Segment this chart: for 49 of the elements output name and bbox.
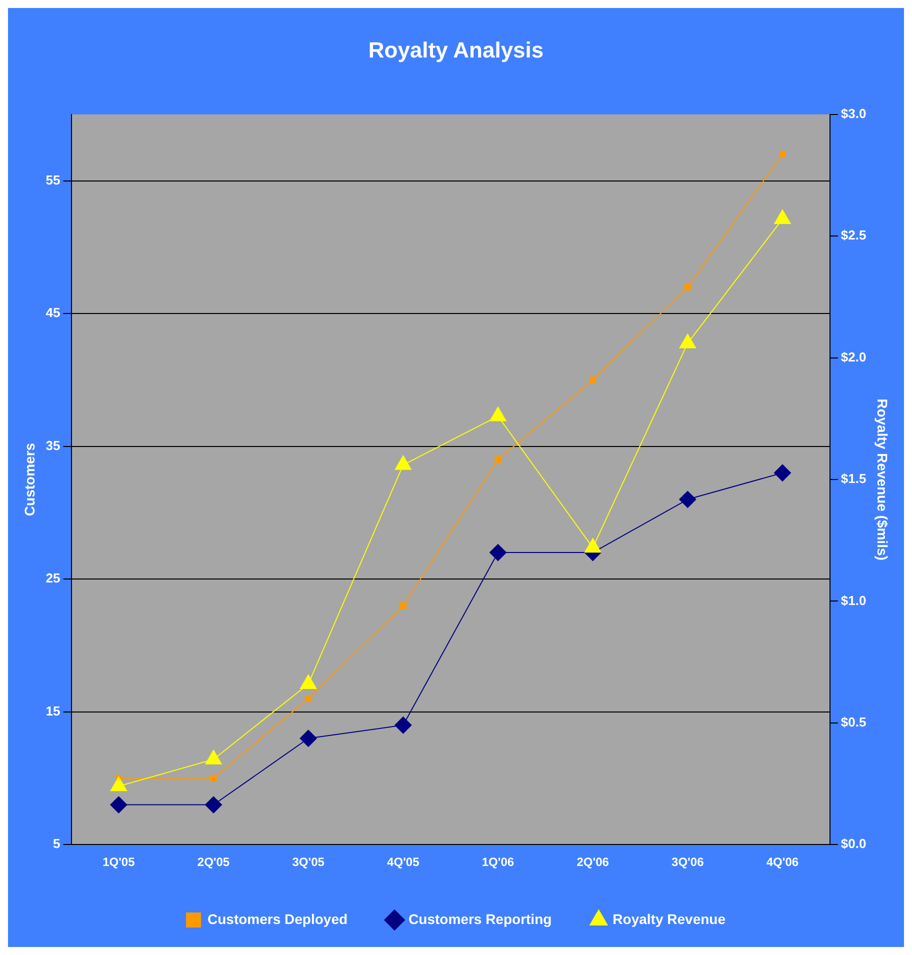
- y2-tick-label: $1.5: [840, 471, 866, 486]
- x-tick-label: 4Q'05: [387, 855, 420, 870]
- x-tick-label: 4Q'06: [766, 855, 799, 870]
- y-tick-label: 35: [46, 438, 60, 453]
- point: [305, 695, 312, 702]
- legend-label: Customers Deployed: [208, 910, 348, 927]
- point: [679, 334, 696, 348]
- y2-tick-label: $2.5: [840, 228, 866, 243]
- point: [394, 455, 412, 470]
- y2-axis-title: Royalty Revenue ($mils): [874, 398, 891, 560]
- x-tick-label: 1Q'05: [102, 855, 136, 870]
- chart-title: Royalty Analysis: [368, 37, 544, 62]
- y2-tick-label: $3.0: [840, 106, 866, 121]
- point: [205, 796, 222, 814]
- y-tick-label: 5: [53, 836, 60, 852]
- legend-label: Customers Reporting: [408, 910, 552, 927]
- point: [774, 210, 791, 224]
- x-tick-label: 1Q'06: [482, 855, 514, 870]
- point: [679, 490, 696, 508]
- point: [205, 750, 222, 764]
- point: [394, 716, 412, 734]
- y-tick-label: 15: [46, 703, 60, 718]
- x-tick-label: 3Q'06: [672, 855, 704, 870]
- point: [494, 456, 502, 463]
- x-tick-label: 3Q'05: [292, 855, 325, 870]
- x-tick-label: 2Q'05: [197, 855, 230, 870]
- point: [774, 464, 791, 482]
- point: [110, 776, 127, 792]
- point: [300, 674, 317, 689]
- point: [779, 150, 786, 158]
- y2-tick-label: $1.0: [840, 592, 866, 608]
- point: [584, 538, 602, 553]
- point: [210, 774, 217, 782]
- point: [589, 376, 596, 384]
- point: [300, 730, 317, 747]
- y2-tick-label: $2.0: [840, 349, 866, 364]
- point: [684, 284, 691, 290]
- point: [400, 602, 406, 609]
- y-axis-title: Customers: [21, 442, 38, 516]
- x-tick-label: 2Q'06: [576, 855, 610, 870]
- point: [110, 796, 128, 814]
- legend-label: Royalty Revenue: [612, 910, 726, 927]
- y-tick-label: 45: [46, 305, 60, 320]
- y-tick-label: 25: [46, 570, 60, 586]
- point: [490, 406, 506, 422]
- point: [489, 544, 506, 562]
- y-tick-label: 55: [46, 172, 60, 188]
- y2-tick-label: $0.5: [840, 714, 866, 730]
- y2-tick-label: $0.0: [840, 836, 866, 852]
